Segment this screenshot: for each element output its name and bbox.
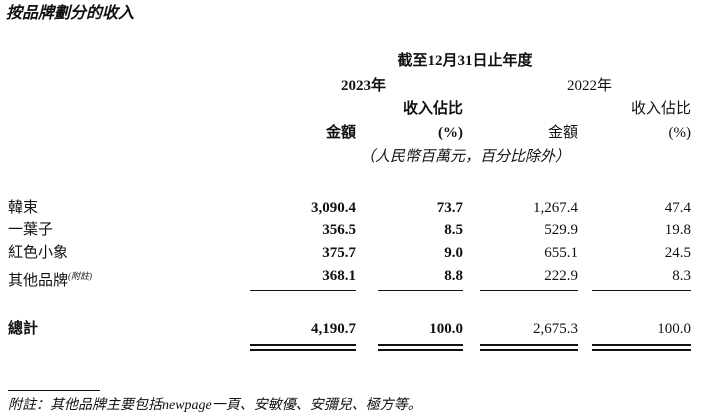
cell: 222.9 <box>544 268 578 284</box>
column-header: 收入佔比 <box>402 101 463 117</box>
cell: 356.5 <box>322 222 356 238</box>
cell: 368.1 <box>322 268 356 284</box>
subtotal-rule <box>480 290 578 291</box>
unit-note: （人民幣百萬元，百分比除外） <box>359 149 570 165</box>
total-rule <box>378 344 463 346</box>
row-label: 紅色小象 <box>8 245 69 261</box>
total-label: 總計 <box>8 321 39 337</box>
cell: 8.5 <box>444 222 463 238</box>
row-label: 一葉子 <box>8 222 54 238</box>
cell: 47.4 <box>664 200 691 216</box>
cell: 655.1 <box>544 245 578 261</box>
title: 按品牌劃分的收入 <box>6 5 135 22</box>
cell: 8.8 <box>444 268 463 284</box>
cell: 3,090.4 <box>311 200 356 216</box>
row-label: 其他品牌(附註) <box>8 271 93 289</box>
period: 截至12月31日止年度 <box>397 53 533 69</box>
total-rule <box>480 349 578 351</box>
total-cell: 100.0 <box>429 321 463 337</box>
total-cell: 2,675.3 <box>533 321 578 337</box>
total-rule <box>250 344 356 346</box>
subtotal-rule <box>250 290 356 291</box>
column-header: (%) <box>438 125 463 141</box>
column-header: 金額 <box>547 125 578 141</box>
cell: 73.7 <box>436 200 463 216</box>
row-label: 韓束 <box>8 200 39 216</box>
note-mark: (附註) <box>68 271 93 281</box>
total-rule <box>592 344 691 346</box>
total-rule <box>378 349 463 351</box>
subtotal-rule <box>378 290 463 291</box>
cell: 1,267.4 <box>533 200 578 216</box>
total-rule <box>592 349 691 351</box>
total-rule <box>480 344 578 346</box>
footnote: 附註：其他品牌主要包括newpage一頁、安敏優、安彌兒、極方等。 <box>8 398 422 413</box>
column-header: 金額 <box>325 125 356 141</box>
cell: 375.7 <box>322 245 356 261</box>
column-header: 收入佔比 <box>630 101 691 117</box>
cell: 19.8 <box>664 222 691 238</box>
footnote-rule <box>8 390 100 391</box>
cell: 24.5 <box>664 245 691 261</box>
cell: 8.3 <box>672 268 691 284</box>
column-header: (%) <box>668 125 692 141</box>
cell: 529.9 <box>544 222 578 238</box>
year: 2022年 <box>566 78 612 94</box>
total-cell: 4,190.7 <box>311 321 356 337</box>
total-cell: 100.0 <box>657 321 691 337</box>
subtotal-rule <box>592 290 691 291</box>
cell: 9.0 <box>444 245 463 261</box>
year: 2023年 <box>340 78 386 94</box>
total-rule <box>250 349 356 351</box>
